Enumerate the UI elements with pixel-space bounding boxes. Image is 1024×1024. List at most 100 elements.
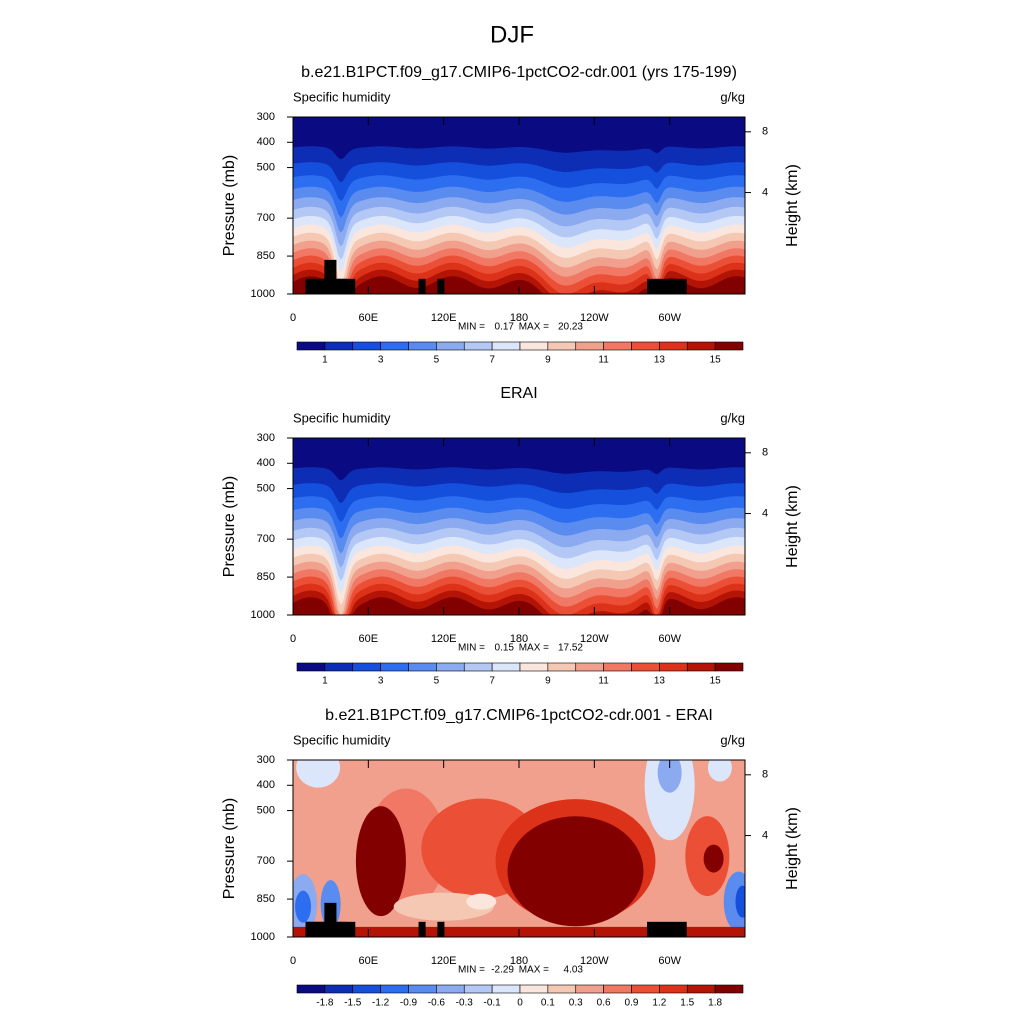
colorbar-label: 1.5 [680,998,694,1009]
x-tick-label: 0 [290,955,296,967]
colorbar-label: 9 [545,355,551,366]
min-value: -2.29 [491,965,514,976]
x-tick-label: 60E [359,955,379,967]
contour-band [293,597,745,615]
x-tick-label: 60W [658,955,681,967]
colorbar-box [463,984,493,994]
colorbar-box [491,662,521,672]
topography [418,278,426,294]
colorbar-box [519,662,549,672]
contour-band [735,885,745,918]
colorbar-box [296,662,326,672]
colorbar-box [547,341,577,351]
colorbar-box [659,984,688,994]
contour-band [703,844,724,873]
colorbar-label: 0.1 [541,998,555,1009]
topography [647,278,687,294]
x-tick-label: 120E [431,633,457,645]
colorbar-label: 11 [598,676,609,687]
colorbar-label: 3 [378,355,384,366]
panel-title: b.e21.B1PCT.f09_g17.CMIP6-1pctCO2-cdr.00… [301,64,737,81]
y-tick-label: 1000 [251,609,275,621]
panel-title: b.e21.B1PCT.f09_g17.CMIP6-1pctCO2-cdr.00… [325,707,713,724]
y2-tick-label: 4 [762,507,768,519]
y-axis-title: Pressure (mb) [221,155,238,256]
colorbar-box [714,662,744,672]
y-tick-label: 850 [257,250,275,262]
colorbar-label: 1.8 [708,998,722,1009]
panel: b.e21.B1PCT.f09_g17.CMIP6-1pctCO2-cdr.00… [221,707,801,1008]
colorbar-box [296,341,326,351]
colorbar-box [659,662,688,672]
colorbar-box [547,984,577,994]
colorbar-label: 11 [598,355,609,366]
min-label: MIN = [458,643,485,654]
colorbar-box [352,984,381,994]
x-tick-label: 120W [580,955,609,967]
colorbar-label: 15 [710,355,722,366]
colorbar-label: 13 [654,355,666,366]
min-label: MIN = [458,322,485,333]
x-tick-label: 120W [580,312,609,324]
colorbar-label: 9 [545,676,551,687]
colorbar-label: -0.1 [484,998,502,1009]
y-tick-label: 700 [257,533,275,545]
colorbar-box [408,662,437,672]
right-label: g/kg [720,732,745,747]
colorbar-box [659,341,688,351]
y-tick-label: 400 [257,457,275,469]
max-value: 20.23 [558,322,583,333]
y2-tick-label: 4 [762,186,768,198]
colorbar-label: 3 [378,676,384,687]
x-tick-label: 60E [359,633,379,645]
y2-axis-title: Height (km) [784,485,801,568]
x-tick-label: 180 [510,955,528,967]
colorbar-label: 0.9 [625,998,639,1009]
left-label: Specific humidity [293,732,391,747]
colorbar-box [380,662,409,672]
max-label: MAX = [519,322,549,333]
y-tick-label: 850 [257,893,275,905]
y-axis-title: Pressure (mb) [221,798,238,899]
y-tick-label: 500 [257,804,275,816]
y-tick-label: 300 [257,754,275,766]
y-tick-label: 700 [257,212,275,224]
colorbar-label: 13 [654,676,666,687]
colorbar-label: 1.2 [652,998,666,1009]
x-tick-label: 0 [290,633,296,645]
x-tick-label: 180 [510,312,528,324]
topography [305,921,347,937]
colorbar-box [436,662,465,672]
min-value: 0.15 [495,643,515,654]
colorbar-label: 0 [517,998,523,1009]
colorbar-box [547,662,577,672]
colorbar-label: 7 [489,355,495,366]
contour-band [707,760,732,782]
figure-title: DJF [490,21,534,48]
contour-band [466,893,497,910]
colorbar-box [519,984,549,994]
x-tick-label: 120W [580,633,609,645]
colorbar-box [686,984,716,994]
topography [418,921,426,937]
topography [437,278,445,294]
colorbar-box [380,984,409,994]
colorbar-label: 0.3 [569,998,583,1009]
x-tick-label: 180 [510,633,528,645]
colorbar-box [436,341,465,351]
y-tick-label: 850 [257,571,275,583]
colorbar-box [603,662,632,672]
colorbar-box [463,341,493,351]
colorbar-box [408,984,437,994]
topography [305,278,347,294]
contour-band [293,276,745,294]
colorbar-box [714,984,744,994]
left-label: Specific humidity [293,410,391,425]
topography [437,921,445,937]
contour-band [295,890,312,923]
left-label: Specific humidity [293,89,391,104]
contour-band [657,760,682,793]
contour-band [644,760,695,841]
contour-field [293,760,745,937]
